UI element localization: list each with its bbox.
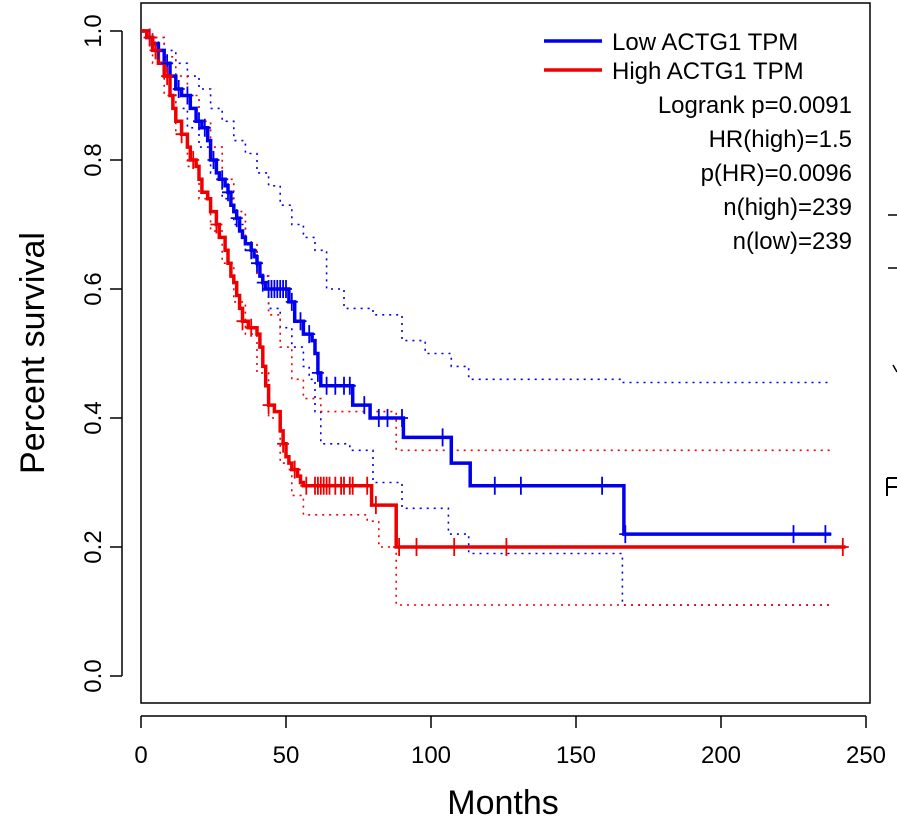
censor-mark-low [181, 86, 194, 105]
censor-mark-high [149, 41, 162, 60]
censor-mark-low [280, 280, 292, 298]
x-axis: 0 50 100 150 200 250 [134, 715, 886, 769]
logrank-p-text: Logrank p=0.0091 [658, 92, 852, 119]
adjacent-panel-fragment [886, 214, 897, 496]
censor-mark-low [230, 209, 243, 228]
censor-mark-low [787, 525, 800, 544]
censor-mark-low [172, 80, 185, 98]
censor-mark-high [393, 538, 406, 556]
plot-frame [140, 2, 871, 704]
legend-label-low: Low ACTG1 TPM [612, 29, 798, 56]
y-tick-label: 0.0 [80, 659, 107, 692]
y-axis-title: Percent survival [14, 232, 52, 474]
censor-mark-low [311, 363, 324, 382]
censor-mark-high [836, 538, 849, 556]
n-high-text: n(high)=239 [723, 194, 852, 221]
censor-mark-low [436, 428, 449, 447]
confidence-interval-layer [141, 30, 832, 606]
adjacent-tick-mark [892, 364, 897, 373]
censor-mark-low [358, 396, 371, 415]
censor-mark-high [187, 151, 200, 169]
x-axis-title: Months [447, 784, 559, 822]
stats-annotations: Logrank p=0.0091 HR(high)=1.5 p(HR)=0.00… [658, 92, 852, 255]
censor-mark-high [361, 476, 374, 495]
legend: Low ACTG1 TPM High ACTG1 TPM [544, 29, 804, 85]
censor-mark-low [819, 525, 832, 544]
censor-mark-low [245, 241, 258, 260]
censor-mark-layer [143, 28, 849, 556]
survival-curve-high [141, 29, 846, 549]
censor-mark-high [369, 496, 382, 515]
censor-mark-low [294, 312, 307, 331]
ci-upper-low [141, 30, 832, 384]
censor-mark-high [346, 476, 359, 495]
censor-mark-low [488, 476, 501, 495]
hazard-ratio-text: HR(high)=1.5 [709, 126, 852, 153]
censor-mark-high [288, 460, 301, 479]
y-tick-label: 0.4 [80, 401, 107, 434]
censor-mark-low [619, 525, 632, 544]
x-tick-label: 50 [273, 742, 300, 769]
censor-mark-low [216, 170, 229, 189]
censor-mark-low [198, 118, 211, 137]
censor-mark-low [381, 409, 394, 427]
n-low-text: n(low)=239 [733, 228, 852, 255]
adjacent-glyph-fragment [886, 477, 897, 496]
censor-mark-high [210, 215, 223, 234]
y-tick-label: 0.2 [80, 530, 107, 563]
y-tick-label: 1.0 [80, 14, 107, 47]
censor-mark-high [500, 538, 513, 556]
censor-mark-low [285, 292, 298, 311]
censor-mark-low [396, 409, 408, 427]
censor-mark-high [410, 538, 423, 556]
censor-mark-high [236, 312, 249, 331]
y-tick-label: 0.8 [80, 143, 107, 176]
y-axis: 0.0 0.2 0.4 0.6 0.8 1.0 [80, 14, 123, 693]
legend-label-high: High ACTG1 TPM [612, 58, 804, 85]
y-tick-label: 0.6 [80, 272, 107, 305]
x-tick-label: 0 [134, 742, 147, 769]
x-tick-label: 200 [701, 742, 741, 769]
hr-p-value-text: p(HR)=0.0096 [701, 160, 852, 187]
censor-mark-high [143, 28, 156, 47]
censor-mark-low [596, 476, 609, 495]
censor-mark-high [175, 125, 188, 144]
censor-mark-high [277, 434, 290, 453]
censor-mark-low [207, 151, 220, 169]
censor-mark-high [161, 67, 174, 86]
x-tick-label: 100 [411, 742, 451, 769]
censor-mark-low [222, 183, 234, 202]
censor-mark-low [303, 325, 316, 344]
censor-mark-low [251, 254, 263, 273]
x-tick-label: 150 [556, 742, 596, 769]
censor-mark-high [448, 538, 461, 556]
censor-mark-low [343, 376, 356, 395]
x-tick-label: 250 [846, 742, 886, 769]
censor-mark-high [262, 396, 275, 415]
censor-mark-low [514, 476, 527, 495]
censor-mark-high [245, 318, 258, 337]
